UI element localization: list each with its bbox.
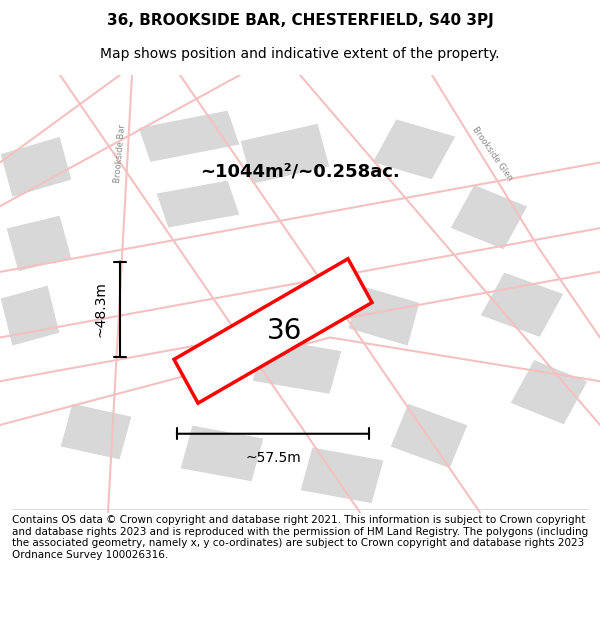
Text: 36, BROOKSIDE BAR, CHESTERFIELD, S40 3PJ: 36, BROOKSIDE BAR, CHESTERFIELD, S40 3PJ xyxy=(107,14,493,29)
Polygon shape xyxy=(156,180,240,228)
Polygon shape xyxy=(174,259,372,403)
Polygon shape xyxy=(60,403,132,460)
Polygon shape xyxy=(510,359,588,425)
Polygon shape xyxy=(252,338,342,394)
Text: Brookside Glen: Brookside Glen xyxy=(470,125,514,182)
Text: 36: 36 xyxy=(268,317,302,345)
Polygon shape xyxy=(450,184,528,250)
Text: Contains OS data © Crown copyright and database right 2021. This information is : Contains OS data © Crown copyright and d… xyxy=(12,515,588,560)
Polygon shape xyxy=(300,447,384,504)
Polygon shape xyxy=(6,215,72,272)
Polygon shape xyxy=(138,110,240,162)
Polygon shape xyxy=(480,272,564,338)
Text: ~57.5m: ~57.5m xyxy=(245,451,301,465)
Polygon shape xyxy=(240,123,330,184)
Polygon shape xyxy=(390,403,468,469)
Text: Brookside Bar: Brookside Bar xyxy=(113,124,127,184)
Text: Map shows position and indicative extent of the property.: Map shows position and indicative extent… xyxy=(100,47,500,61)
Polygon shape xyxy=(348,285,420,346)
Polygon shape xyxy=(180,425,264,482)
Polygon shape xyxy=(372,119,456,180)
Text: ~48.3m: ~48.3m xyxy=(94,281,108,337)
Polygon shape xyxy=(0,136,72,198)
Polygon shape xyxy=(0,285,60,346)
Text: ~1044m²/~0.258ac.: ~1044m²/~0.258ac. xyxy=(200,162,400,180)
